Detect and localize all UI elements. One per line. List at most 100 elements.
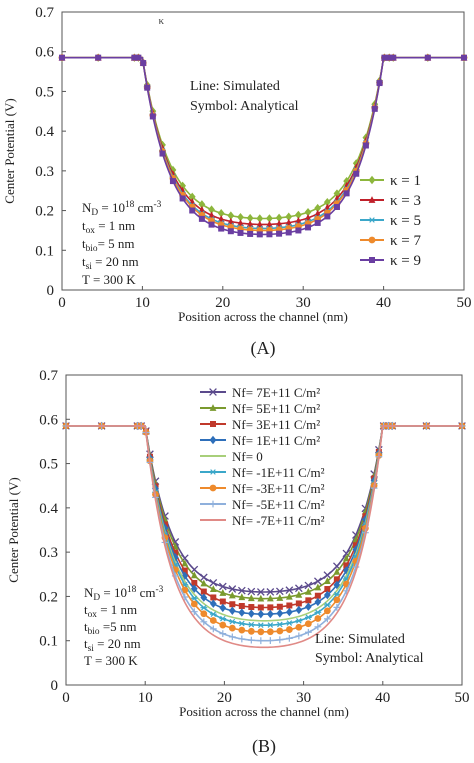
data-point-marker — [190, 584, 198, 593]
series-line — [62, 56, 464, 236]
data-point-marker — [294, 216, 302, 224]
data-point-marker — [228, 624, 236, 632]
y-tick-label: 0.5 — [35, 84, 54, 100]
data-point-marker — [246, 213, 254, 223]
data-point-marker — [238, 593, 246, 601]
x-tick-label: 20 — [215, 295, 230, 311]
data-point-marker — [209, 578, 218, 587]
data-point-marker — [219, 589, 227, 596]
data-point-marker — [285, 634, 293, 642]
data-point-marker — [353, 170, 360, 177]
legend-label: κ = 7 — [390, 233, 422, 249]
data-point-marker — [228, 585, 237, 593]
data-point-marker — [208, 211, 215, 219]
data-point-marker — [190, 595, 198, 602]
data-point-marker — [294, 584, 303, 593]
data-point-marker — [200, 618, 208, 626]
data-point-marker — [313, 577, 322, 586]
legend-entry: Nf= -7E+11 C/m² — [200, 513, 325, 528]
data-point-marker — [227, 228, 234, 235]
x-tick-label: 0 — [62, 690, 70, 706]
y-tick-label: 0.7 — [35, 5, 54, 21]
data-point-marker — [266, 622, 274, 628]
data-point-marker — [210, 594, 217, 601]
x-tick-label: 50 — [457, 295, 472, 311]
data-point-marker — [295, 632, 303, 640]
data-point-marker — [323, 590, 331, 600]
data-point-marker — [238, 620, 246, 627]
data-point-marker — [169, 165, 177, 175]
param-line: tsi = 20 nm — [84, 636, 141, 654]
data-point-marker — [285, 212, 293, 221]
data-point-marker — [209, 599, 217, 608]
stray-mark: κ — [158, 15, 164, 27]
data-point-marker — [256, 588, 265, 596]
data-point-marker — [323, 577, 331, 584]
data-point-marker — [352, 542, 359, 549]
data-point-marker — [294, 210, 302, 220]
data-point-marker — [304, 614, 312, 621]
data-point-marker — [219, 630, 227, 638]
data-point-marker — [285, 626, 293, 633]
legend-label: Nf= 0 — [232, 449, 263, 464]
data-point-marker — [247, 594, 255, 602]
data-point-marker — [323, 571, 332, 579]
data-point-marker — [247, 609, 255, 618]
x-tick-label: 10 — [138, 690, 153, 706]
y-tick-label: 0.2 — [35, 204, 54, 220]
data-point-marker — [305, 224, 312, 231]
data-point-marker — [227, 211, 235, 220]
data-point-marker — [247, 636, 255, 644]
data-point-marker — [381, 54, 388, 61]
panel-label: (B) — [252, 736, 276, 757]
data-point-marker — [304, 581, 313, 590]
legend-entry: Nf= -1E+11 C/m² — [200, 465, 325, 480]
x-tick-label: 10 — [135, 295, 150, 311]
data-point-marker — [285, 592, 293, 600]
legend-entry: Nf= 7E+11 C/m² — [200, 385, 320, 400]
annotation-text: Symbol: Analytical — [315, 651, 424, 666]
data-point-marker — [198, 215, 205, 222]
data-point-marker — [275, 587, 284, 596]
legend-swatch-marker — [209, 469, 217, 475]
data-point-marker — [248, 604, 255, 611]
legend-entry: Nf= 3E+11 C/m² — [200, 417, 320, 432]
data-point-marker — [304, 602, 312, 611]
data-point-marker — [217, 215, 225, 222]
chart-panel-b: 0 0.1 0.2 0.3 0.4 0.5 0.6 0.7 0 10 20 30 40 50 Positio… — [6, 368, 470, 757]
data-point-marker — [333, 576, 340, 583]
data-point-marker — [275, 213, 283, 223]
data-point-marker — [285, 218, 293, 226]
legend-label: Nf= -5E+11 C/m² — [232, 497, 325, 512]
legend-swatch-marker — [368, 175, 376, 185]
data-point-marker — [95, 54, 102, 61]
legend-swatch-marker — [209, 435, 217, 445]
data-point-marker — [285, 229, 292, 236]
data-point-marker — [189, 207, 196, 214]
legend-entry: Nf= 1E+11 C/m² — [200, 433, 320, 448]
data-point-marker — [333, 603, 341, 611]
data-point-marker — [314, 219, 321, 226]
data-point-marker — [149, 113, 156, 120]
data-point-marker — [275, 219, 283, 227]
legend-entry: Nf= 0 — [200, 449, 263, 464]
data-point-marker — [219, 603, 227, 613]
legend-entry: κ = 5 — [360, 213, 421, 229]
data-point-marker — [304, 213, 312, 221]
data-point-marker — [266, 628, 274, 636]
legend-entry: κ = 7 — [360, 233, 422, 249]
data-point-marker — [314, 203, 322, 213]
param-line: T = 300 K — [84, 653, 138, 668]
legend-swatch-marker — [209, 484, 217, 492]
legend-label: Nf= -7E+11 C/m² — [232, 513, 325, 528]
data-point-marker — [295, 617, 303, 624]
legend-label: κ = 3 — [390, 193, 421, 209]
y-tick-label: 0 — [51, 678, 59, 694]
data-point-marker — [246, 220, 254, 227]
data-point-marker — [208, 205, 215, 214]
data-point-marker — [200, 579, 208, 587]
data-point-marker — [219, 615, 227, 622]
annotation-text: Line: Simulated — [190, 79, 280, 94]
data-point-marker — [333, 567, 341, 575]
